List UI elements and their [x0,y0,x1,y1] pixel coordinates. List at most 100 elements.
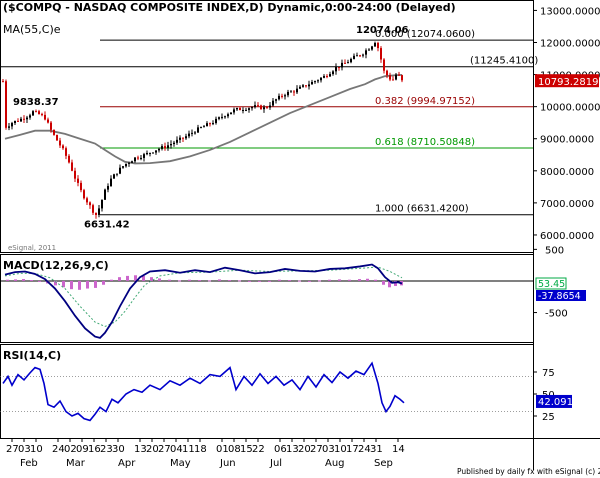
last-price-label: 10793.2819 [538,77,598,88]
date-tick-label: 24 [358,444,371,455]
price-ytick-label: 12000.0000 [540,38,600,49]
macd-histogram-bar [6,280,9,281]
candle-body [344,63,346,64]
candle-body [161,146,163,149]
macd-histogram-bar [70,281,73,289]
watermark: eSignal, 2011 [8,244,56,252]
candle-body [209,123,211,124]
price-annotation: 12074.06 [356,25,409,36]
candle-body [251,107,253,108]
date-tick-label: 24 [52,444,65,455]
month-label: May [170,458,191,469]
candle-body [20,119,22,122]
candle-body [311,82,313,84]
candle-body [353,56,355,59]
candle-body [326,76,328,77]
macd-histogram-bar [382,281,385,285]
candle-body [80,183,82,190]
candle-body [257,105,259,106]
fib-level-label: 1.000 (6631.4200) [375,204,469,215]
candle-body [164,146,166,148]
candle-body [215,119,217,123]
candle-body [194,132,196,133]
candle-body [41,114,43,115]
candle-body [302,85,304,87]
macd-histogram-bar [288,280,291,281]
macd-histogram-bar [268,281,271,282]
candle-body [356,55,358,56]
candle-body [254,105,256,107]
candle-body [128,163,130,164]
candle-body [77,179,79,183]
candle-body [338,67,340,68]
macd-histogram-bar [228,280,231,281]
date-tick-label: 20 [146,444,159,455]
candle-body [260,105,262,109]
candle-body [392,80,394,81]
candle-body [230,112,232,114]
candle-body [233,109,235,112]
candle-body [170,144,172,145]
date-tick-label: 13 [134,444,147,455]
candle-body [218,117,220,119]
month-label: Apr [118,458,136,469]
candle-body [143,154,145,158]
macd-histogram-bar [38,281,41,282]
candle-body [56,135,58,141]
candle-body [107,186,109,190]
macd-histogram-bar [218,279,221,281]
macd-histogram-bar [102,281,105,285]
month-label: Sep [374,458,393,469]
date-tick-label: 03 [322,444,335,455]
candle-body [212,123,214,124]
macd-histogram-bar [308,281,311,282]
macd-histogram-bar [178,280,181,281]
date-tick-label: 27 [6,444,19,455]
candle-body [329,74,331,76]
candle-body [26,118,28,120]
candle-body [59,141,61,146]
candle-body [293,91,295,92]
month-label: Mar [66,458,86,469]
date-tick-label: 27 [310,444,323,455]
candle-body [341,63,343,68]
candle-body [47,119,49,122]
candle-body [86,198,88,202]
macd-histogram-bar [328,280,331,281]
candle-body [281,96,283,97]
candle-body [35,111,37,112]
candle-body [176,140,178,143]
macd-histogram-bar [150,277,153,281]
candle-body [335,67,337,71]
candle-body [110,179,112,186]
candle-body [287,92,289,95]
candle-body [305,85,307,86]
candle-body [89,202,91,205]
macd-ytick-label: -500 [545,309,568,320]
macd-histogram-bar [110,280,113,281]
candle-body [125,164,127,166]
signal-value-label: -37.8654 [538,291,581,302]
candle-body [146,153,148,154]
date-tick-label: 02 [64,444,77,455]
candle-body [2,81,4,82]
candle-body [269,106,271,108]
candle-body [362,55,364,56]
candle-body [152,153,154,154]
macd-histogram-bar [278,280,281,281]
macd-histogram-bar [14,279,17,281]
date-tick-label: 11 [182,444,195,455]
month-label: Jul [269,458,282,469]
macd-histogram-bar [338,279,341,281]
candle-body [62,145,64,148]
macd-histogram-bar [188,280,191,281]
candle-body [383,59,385,70]
candle-body [200,127,202,128]
footer-credit: Published by daily fx with eSignal (c) 2… [457,467,600,476]
rsi-panel-frame [1,345,534,439]
candle-body [95,213,97,215]
candle-body [122,166,124,167]
month-label: Feb [20,458,38,469]
candle-body [377,43,379,48]
